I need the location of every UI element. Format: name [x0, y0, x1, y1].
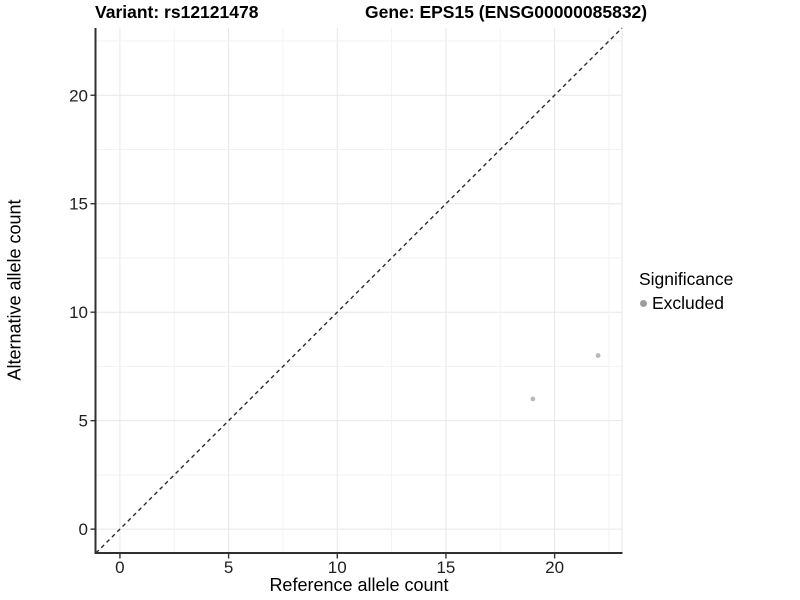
y-tick-label: 0: [79, 520, 88, 539]
y-tick-label: 20: [69, 86, 88, 105]
y-tick-label: 5: [79, 412, 88, 431]
plot-title-gene: Gene: EPS15 (ENSG00000085832): [365, 2, 648, 22]
x-axis-title: Reference allele count: [269, 575, 449, 595]
y-axis-title: Alternative allele count: [4, 199, 25, 381]
identity-line: [95, 27, 623, 554]
y-tick-label: 10: [69, 303, 88, 322]
legend-item-excluded: Excluded: [640, 293, 733, 314]
x-tick-label: 5: [224, 558, 233, 577]
x-tick-label: 10: [328, 558, 347, 577]
x-tick-label: 20: [545, 558, 564, 577]
excluded-point-icon: [640, 300, 647, 307]
plot-title-variant: Variant: rs12121478: [95, 2, 259, 22]
x-tick-label: 15: [436, 558, 455, 577]
legend: Significance Excluded: [639, 269, 733, 314]
legend-item-label: Excluded: [652, 293, 724, 313]
data-point: [595, 353, 601, 358]
data-point: [530, 396, 536, 402]
legend-title: Significance: [639, 269, 734, 289]
x-tick-label: 0: [115, 558, 124, 577]
y-tick-label: 15: [69, 195, 88, 214]
